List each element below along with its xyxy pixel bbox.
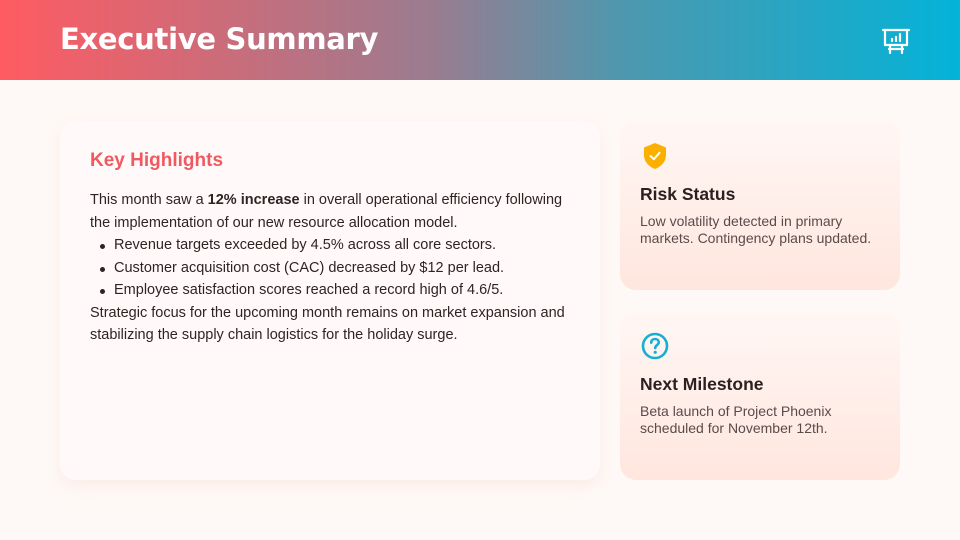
presentation-chart-icon [881,28,911,55]
risk-status-text: Low volatility detected in primary marke… [640,213,872,246]
list-item: Employee satisfaction scores reached a r… [90,279,570,302]
shield-check-icon [644,143,666,169]
risk-status-title: Risk Status [640,184,736,204]
key-highlights-heading: Key Highlights [90,150,224,171]
next-milestone-title: Next Milestone [640,374,764,394]
highlights-list: Revenue targets exceeded by 4.5% across … [90,234,570,302]
question-circle-icon [641,332,669,360]
intro-text: This month saw a [90,192,208,208]
intro-emphasis: 12% increase [207,192,300,208]
page-title: Executive Summary [60,22,379,56]
intro-paragraph: This month saw a 12% increase in overall… [90,189,570,234]
risk-status-card: Risk Status Low volatility detected in p… [620,121,900,290]
closing-paragraph: Strategic focus for the upcoming month r… [90,304,565,344]
list-item: Revenue targets exceeded by 4.5% across … [90,234,570,257]
header-banner: Executive Summary [0,0,960,80]
list-item: Customer acquisition cost (CAC) decrease… [90,257,570,280]
intro-text-rest: in overall operational efficiency follow… [90,192,563,231]
key-highlights-body: This month saw a 12% increase in overall… [90,189,570,347]
next-milestone-text: Beta launch of Project Phoenix scheduled… [640,403,832,436]
key-highlights-card: Key Highlights This month saw a 12% incr… [60,121,600,480]
next-milestone-card: Next Milestone Beta launch of Project Ph… [620,311,900,480]
